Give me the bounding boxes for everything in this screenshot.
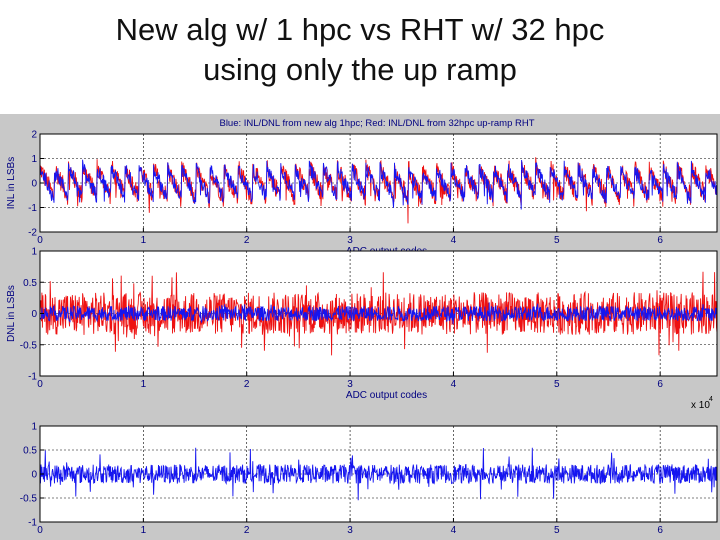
x-tick-label: 0 <box>37 379 43 390</box>
x-axis-label: ADC output codes <box>346 390 427 401</box>
y-tick-label: 2 <box>31 130 37 141</box>
series-line-1 <box>39 447 718 501</box>
x-tick-label: 4 <box>451 525 457 536</box>
x-tick-label: 3 <box>347 379 353 390</box>
x-tick-label: 3 <box>347 525 353 536</box>
y-tick-label: -2 <box>28 228 37 239</box>
x-tick-label: 5 <box>554 525 560 536</box>
figure-title: Blue: INL/DNL from new alg 1hpc; Red: IN… <box>219 118 534 129</box>
y-tick-label: -1 <box>28 518 37 529</box>
y-tick-label: 0.5 <box>23 278 37 289</box>
x-tick-label: 2 <box>244 235 250 246</box>
y-tick-label: 0 <box>31 470 37 481</box>
y-tick-label: 1 <box>31 247 37 258</box>
x-tick-label: 2 <box>244 379 250 390</box>
x-exponent-label: x 10 <box>691 400 710 411</box>
y-tick-label: -1 <box>28 372 37 383</box>
x-tick-label: 6 <box>657 525 663 536</box>
y-axis-label: DNL in LSBs <box>6 285 17 342</box>
series-line-2 <box>39 302 718 325</box>
y-tick-label: 0 <box>31 179 37 190</box>
x-tick-label: 3 <box>347 235 353 246</box>
y-tick-label: 1 <box>31 154 37 165</box>
y-axis-label: INL in LSBs <box>6 157 17 209</box>
x-tick-label: 0 <box>37 525 43 536</box>
x-tick-label: 0 <box>37 235 43 246</box>
y-tick-label: 0.5 <box>23 446 37 457</box>
slide-title-line-1: New alg w/ 1 hpc vs RHT w/ 32 hpc <box>115 12 605 47</box>
matlab-figure: Blue: INL/DNL from new alg 1hpc; Red: IN… <box>0 114 720 540</box>
y-tick-label: 0 <box>31 309 37 320</box>
slide-title-line-2: using only the up ramp <box>203 52 517 87</box>
x-tick-label: 5 <box>554 235 560 246</box>
slide-title: New alg w/ 1 hpc vs RHT w/ 32 hpc using … <box>0 10 720 90</box>
series-line-2 <box>39 159 718 210</box>
x-tick-label: 2 <box>244 525 250 536</box>
x-exponent-power: 4 <box>709 396 713 403</box>
y-tick-label: -1 <box>28 203 37 214</box>
x-tick-label: 6 <box>657 235 663 246</box>
x-tick-label: 1 <box>141 525 147 536</box>
y-tick-label: -0.5 <box>20 494 38 505</box>
x-tick-label: 4 <box>451 235 457 246</box>
x-tick-label: 4 <box>451 379 457 390</box>
x-tick-label: 5 <box>554 379 560 390</box>
y-tick-label: 1 <box>31 422 37 433</box>
plot-panel-3: 0 1 2 3 4 5 6 -1 -0.5 0 0.5 1 <box>20 422 718 536</box>
x-tick-label: 6 <box>657 379 663 390</box>
x-tick-label: 1 <box>141 379 147 390</box>
y-tick-label: -0.5 <box>20 340 38 351</box>
x-tick-label: 1 <box>141 235 147 246</box>
